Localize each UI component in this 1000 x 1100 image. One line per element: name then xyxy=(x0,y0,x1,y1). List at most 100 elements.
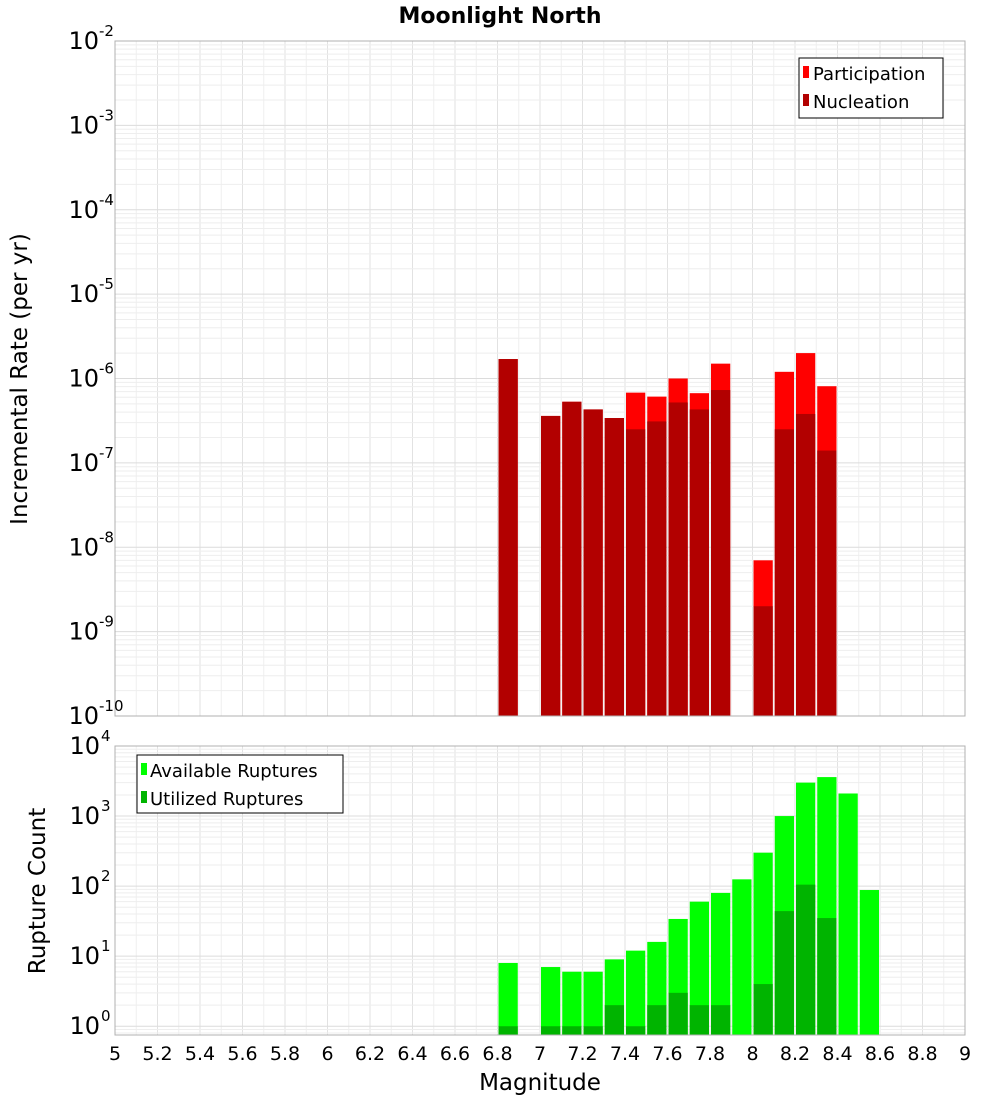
nucleation-bar xyxy=(647,421,667,716)
y-tick-base: 10 xyxy=(68,702,99,730)
utilized-ruptures-bar xyxy=(774,911,794,1035)
y-tick-label: 10 -8 xyxy=(68,528,114,561)
available-ruptures-bar xyxy=(498,962,518,1035)
x-tick-label: 5.4 xyxy=(185,1043,215,1065)
x-tick-label: 6.4 xyxy=(397,1043,427,1065)
nucleation-bar xyxy=(817,450,837,716)
y-tick-base: 10 xyxy=(68,280,99,308)
y-tick-exponent: 0 xyxy=(101,1007,111,1025)
top-y-axis-label: Incremental Rate (per yr) xyxy=(7,233,33,525)
y-tick-exponent: 1 xyxy=(101,937,111,955)
nucleation-bar xyxy=(604,418,624,716)
x-tick-label: 8.2 xyxy=(780,1043,810,1065)
x-tick-label: 6.8 xyxy=(482,1043,512,1065)
utilized-ruptures-bar xyxy=(817,918,837,1035)
y-tick-exponent: -2 xyxy=(99,22,114,40)
utilized-ruptures-bar xyxy=(711,1005,731,1035)
available-ruptures-bar xyxy=(732,879,752,1035)
y-tick-base: 10 xyxy=(69,1012,100,1040)
nucleation-legend-swatch xyxy=(803,94,809,106)
utilized-legend-label: Utilized Ruptures xyxy=(150,789,303,810)
x-tick-label: 5.2 xyxy=(142,1043,172,1065)
participation-legend-label: Participation xyxy=(813,64,925,85)
y-tick-base: 10 xyxy=(68,533,99,561)
y-tick-base: 10 xyxy=(68,618,99,646)
y-tick-exponent: 3 xyxy=(101,797,111,815)
top-grid xyxy=(114,40,966,717)
x-tick-label: 7.6 xyxy=(652,1043,682,1065)
nucleation-bar xyxy=(774,429,794,716)
nucleation-bar xyxy=(626,429,646,716)
utilized-ruptures-bar xyxy=(796,884,816,1035)
y-tick-exponent: -6 xyxy=(99,360,114,378)
y-tick-base: 10 xyxy=(68,449,99,477)
nucleation-bar xyxy=(498,359,518,716)
y-tick-exponent: -7 xyxy=(99,444,114,462)
x-tick-label: 5 xyxy=(109,1043,121,1065)
bottom-bars xyxy=(498,777,879,1035)
utilized-ruptures-bar xyxy=(562,1026,582,1035)
top-legend: Participation Nucleation xyxy=(798,57,944,119)
chart-title: Moonlight North xyxy=(398,4,601,29)
nucleation-bar xyxy=(562,401,582,716)
y-tick-label: 10 -5 xyxy=(68,275,114,308)
utilized-ruptures-bar xyxy=(668,992,688,1035)
participation-legend-swatch xyxy=(803,66,809,78)
utilized-ruptures-bar xyxy=(498,1026,518,1035)
bottom-plot-frame xyxy=(114,745,966,1036)
y-tick-label: 10 1 xyxy=(69,937,110,970)
y-tick-label: 10 2 xyxy=(69,867,110,900)
x-tick-label: 6 xyxy=(321,1043,333,1065)
nucleation-bar xyxy=(583,409,603,716)
y-tick-base: 10 xyxy=(68,111,99,139)
y-tick-exponent: -8 xyxy=(99,528,114,546)
utilized-legend-swatch xyxy=(141,791,147,803)
x-tick-label: 7 xyxy=(534,1043,546,1065)
x-tick-labels: 5 5.2 5.4 5.6 5.8 6 6.2 6.4 6.6 6.8 7 7.2 7.4 7.6 7.8 8… xyxy=(109,1043,971,1065)
x-tick-label: 7.4 xyxy=(610,1043,640,1065)
available-ruptures-bar xyxy=(838,793,858,1035)
available-legend-swatch xyxy=(141,763,147,775)
y-tick-label: 10 -2 xyxy=(68,22,114,55)
y-tick-base: 10 xyxy=(68,365,99,393)
nucleation-bar xyxy=(541,415,561,716)
x-tick-label: 8.6 xyxy=(865,1043,895,1065)
available-ruptures-bar xyxy=(583,971,603,1035)
y-tick-exponent: 2 xyxy=(101,867,111,885)
y-tick-label: 10 4 xyxy=(69,727,110,760)
nucleation-legend-label: Nucleation xyxy=(813,92,909,113)
x-tick-label: 6.2 xyxy=(355,1043,385,1065)
utilized-ruptures-bar xyxy=(753,984,773,1035)
available-ruptures-bar xyxy=(626,950,646,1035)
nucleation-bar xyxy=(711,390,731,716)
y-tick-base: 10 xyxy=(69,732,100,760)
y-tick-base: 10 xyxy=(68,196,99,224)
y-tick-exponent: -5 xyxy=(99,275,114,293)
y-tick-label: 10 -6 xyxy=(68,360,114,393)
y-tick-label: 10 -10 xyxy=(68,697,123,730)
x-tick-label: 5.6 xyxy=(227,1043,257,1065)
y-tick-exponent: 4 xyxy=(101,727,111,745)
bottom-legend: Available Ruptures Utilized Ruptures xyxy=(136,754,344,814)
utilized-ruptures-bar xyxy=(626,1026,646,1035)
bottom-y-axis-label: Rupture Count xyxy=(25,808,51,974)
bottom-legend-box xyxy=(136,754,344,814)
utilized-ruptures-bar xyxy=(541,1026,561,1035)
y-tick-exponent: -4 xyxy=(99,191,114,209)
y-tick-label: 10 0 xyxy=(69,1007,110,1040)
x-axis-label: Magnitude xyxy=(479,1070,601,1096)
top-bars xyxy=(498,353,837,716)
utilized-ruptures-bar xyxy=(583,1026,603,1035)
nucleation-bar xyxy=(689,409,709,716)
x-tick-label: 9 xyxy=(959,1043,971,1065)
y-tick-label: 10 -4 xyxy=(68,191,114,224)
y-tick-label: 10 -7 xyxy=(68,444,114,477)
available-ruptures-bar xyxy=(562,971,582,1035)
x-tick-label: 7.8 xyxy=(695,1043,725,1065)
utilized-ruptures-bar xyxy=(647,1005,667,1035)
y-tick-base: 10 xyxy=(69,872,100,900)
x-tick-label: 5.8 xyxy=(270,1043,300,1065)
x-tick-label: 8.4 xyxy=(822,1043,852,1065)
